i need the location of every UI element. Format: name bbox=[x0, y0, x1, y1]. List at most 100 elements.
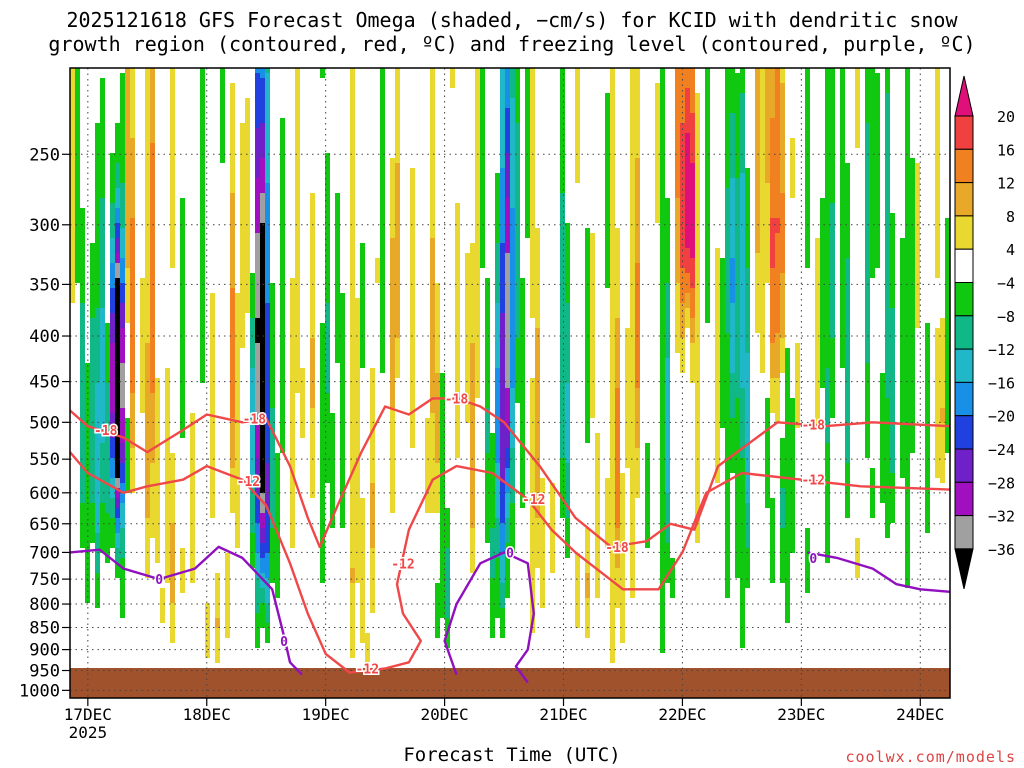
omega-cell bbox=[390, 293, 400, 298]
omega-cell bbox=[905, 173, 915, 178]
omega-cell bbox=[480, 153, 485, 158]
omega-cell bbox=[265, 123, 270, 128]
omega-cell bbox=[150, 358, 155, 363]
omega-cell bbox=[715, 288, 720, 293]
omega-cell bbox=[335, 228, 340, 233]
omega-cell bbox=[310, 293, 315, 298]
omega-cell bbox=[915, 263, 920, 268]
omega-cell bbox=[200, 268, 205, 273]
omega-cell bbox=[120, 393, 125, 398]
omega-cell bbox=[390, 253, 400, 258]
omega-cell bbox=[75, 263, 85, 268]
omega-cell bbox=[820, 238, 830, 243]
omega-cell bbox=[685, 168, 695, 173]
omega-cell bbox=[805, 148, 810, 153]
omega-cell bbox=[695, 283, 700, 288]
omega-cell bbox=[435, 323, 440, 328]
omega-cell bbox=[805, 83, 810, 88]
omega-cell bbox=[455, 398, 460, 403]
omega-cell bbox=[865, 278, 870, 283]
omega-cell bbox=[530, 233, 540, 238]
omega-cell bbox=[505, 358, 510, 363]
omega-cell bbox=[390, 393, 395, 398]
omega-cell bbox=[590, 353, 595, 358]
omega-cell bbox=[590, 398, 595, 403]
omega-cell bbox=[735, 308, 740, 313]
omega-cell bbox=[675, 118, 685, 123]
omega-cell bbox=[250, 293, 255, 298]
omega-cell bbox=[805, 208, 810, 213]
omega-cell bbox=[735, 283, 740, 288]
omega-cell bbox=[780, 103, 785, 108]
omega-cell bbox=[265, 318, 270, 323]
omega-cell bbox=[745, 398, 750, 403]
omega-cell bbox=[745, 283, 750, 288]
omega-cell bbox=[115, 148, 125, 153]
omega-cell bbox=[125, 223, 130, 228]
omega-cell bbox=[475, 218, 480, 223]
omega-cell bbox=[675, 328, 680, 333]
omega-cell bbox=[740, 293, 745, 298]
omega-cell bbox=[690, 148, 695, 153]
omega-cell bbox=[435, 353, 440, 358]
omega-cell bbox=[360, 313, 365, 318]
omega-cell bbox=[380, 158, 385, 163]
omega-cell bbox=[150, 183, 155, 188]
omega-cell bbox=[525, 203, 530, 208]
omega-cell bbox=[790, 163, 795, 168]
omega-cell bbox=[130, 383, 135, 388]
omega-cell bbox=[535, 413, 540, 418]
omega-cell bbox=[940, 323, 945, 328]
omega-cell bbox=[475, 148, 480, 153]
omega-cell bbox=[745, 278, 750, 283]
omega-cell bbox=[200, 373, 205, 378]
omega-cell bbox=[945, 393, 950, 398]
omega-cell bbox=[740, 243, 745, 248]
omega-cell bbox=[430, 323, 435, 328]
omega-cell bbox=[235, 328, 245, 333]
omega-cell bbox=[390, 328, 400, 333]
omega-cell bbox=[770, 178, 780, 183]
omega-cell bbox=[560, 113, 565, 118]
omega-cell bbox=[155, 383, 160, 388]
omega-cell bbox=[510, 138, 515, 143]
omega-cell bbox=[335, 273, 340, 278]
omega-cell bbox=[180, 343, 185, 348]
omega-cell bbox=[115, 203, 120, 208]
omega-cell bbox=[730, 233, 735, 238]
omega-cell bbox=[295, 183, 300, 188]
omega-cell bbox=[885, 373, 895, 378]
omega-cell bbox=[855, 143, 860, 148]
omega-cell bbox=[610, 193, 615, 198]
omega-cell bbox=[500, 423, 510, 428]
omega-cell bbox=[110, 373, 115, 378]
omega-cell bbox=[765, 133, 770, 138]
omega-cell bbox=[390, 238, 400, 243]
omega-cell bbox=[610, 68, 615, 73]
omega-cell bbox=[150, 348, 155, 353]
omega-cell bbox=[825, 123, 835, 128]
omega-cell bbox=[585, 328, 590, 333]
omega-cell bbox=[280, 258, 285, 263]
omega-cell bbox=[380, 313, 385, 318]
omega-cell bbox=[145, 153, 150, 158]
omega-cell bbox=[455, 343, 460, 348]
omega-cell bbox=[905, 118, 910, 123]
omega-cell bbox=[125, 73, 130, 78]
omega-cell bbox=[675, 108, 685, 113]
omega-cell bbox=[610, 243, 620, 248]
omega-cell bbox=[820, 243, 830, 248]
omega-cell bbox=[105, 423, 110, 428]
omega-cell bbox=[335, 323, 345, 328]
omega-cell bbox=[230, 248, 235, 253]
omega-cell bbox=[815, 278, 820, 283]
omega-cell bbox=[720, 288, 725, 293]
omega-cell bbox=[465, 363, 470, 368]
omega-cell bbox=[615, 423, 620, 428]
omega-cell bbox=[75, 278, 85, 283]
omega-cell bbox=[270, 293, 275, 298]
omega-cell bbox=[265, 163, 270, 168]
omega-cell bbox=[590, 328, 595, 333]
omega-cell bbox=[485, 278, 490, 283]
omega-cell bbox=[805, 243, 810, 248]
